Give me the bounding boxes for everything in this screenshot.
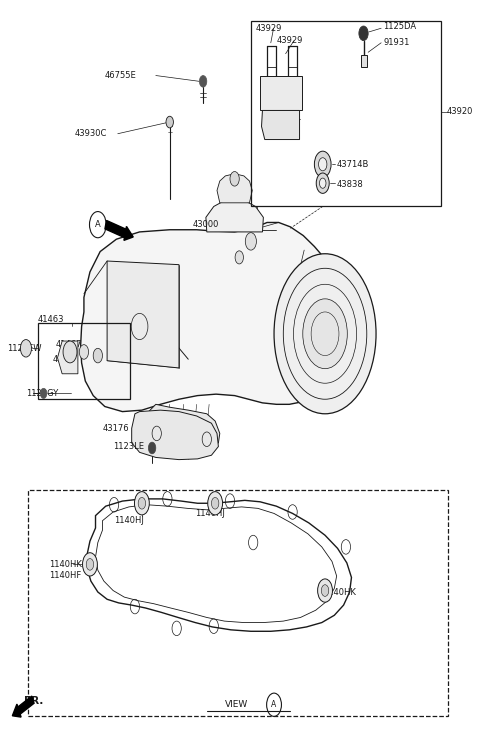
Text: 43000: 43000 — [193, 220, 219, 229]
Text: 43714B: 43714B — [336, 161, 369, 169]
Circle shape — [40, 388, 47, 399]
Bar — [28, 490, 448, 715]
Text: 1125DA: 1125DA — [383, 21, 416, 31]
FancyArrow shape — [105, 221, 133, 240]
Circle shape — [274, 254, 376, 414]
Text: 1140HJ: 1140HJ — [114, 516, 144, 526]
Circle shape — [211, 498, 219, 509]
Text: A: A — [271, 700, 276, 710]
Circle shape — [321, 585, 329, 597]
Circle shape — [320, 178, 326, 188]
Circle shape — [316, 173, 329, 194]
Text: 41467: 41467 — [56, 340, 83, 349]
Text: 43920: 43920 — [447, 108, 473, 117]
Circle shape — [318, 579, 333, 603]
Circle shape — [319, 158, 327, 171]
Polygon shape — [361, 55, 367, 67]
Circle shape — [134, 492, 149, 515]
Text: VIEW: VIEW — [225, 700, 249, 710]
FancyArrow shape — [12, 696, 34, 717]
Text: 1129EW: 1129EW — [7, 344, 42, 353]
Circle shape — [63, 341, 77, 363]
Polygon shape — [217, 174, 252, 203]
Text: 1140HJ: 1140HJ — [195, 509, 225, 518]
Circle shape — [93, 348, 102, 363]
Text: 43930C: 43930C — [75, 129, 107, 139]
Circle shape — [230, 172, 239, 186]
Circle shape — [303, 299, 348, 369]
Text: 1140HK: 1140HK — [49, 560, 82, 569]
Circle shape — [20, 339, 32, 357]
Polygon shape — [132, 410, 218, 460]
Circle shape — [245, 232, 256, 250]
Text: 43929: 43929 — [276, 36, 303, 45]
Circle shape — [138, 498, 145, 509]
Polygon shape — [260, 75, 302, 111]
Polygon shape — [262, 111, 300, 139]
Circle shape — [314, 151, 331, 177]
Text: 46755E: 46755E — [105, 71, 136, 80]
Circle shape — [166, 117, 173, 128]
Text: 1140HK: 1140HK — [323, 588, 356, 597]
Circle shape — [86, 559, 94, 570]
Polygon shape — [206, 199, 264, 232]
Bar — [251, 21, 441, 207]
Circle shape — [235, 251, 243, 264]
Text: 43929: 43929 — [255, 23, 282, 33]
Circle shape — [199, 75, 207, 87]
Text: 41463: 41463 — [37, 314, 64, 324]
Text: FR.: FR. — [24, 696, 43, 706]
Text: 1140HF: 1140HF — [49, 571, 82, 580]
Circle shape — [208, 492, 223, 515]
Circle shape — [148, 442, 156, 454]
Bar — [37, 323, 130, 399]
Text: 1123GY: 1123GY — [26, 389, 58, 398]
Circle shape — [83, 553, 97, 576]
Text: 41466: 41466 — [53, 355, 79, 364]
Text: 43838: 43838 — [336, 180, 363, 189]
Text: A: A — [95, 220, 101, 229]
Text: 1123LE: 1123LE — [113, 442, 144, 451]
Text: 43176: 43176 — [102, 424, 129, 432]
Polygon shape — [107, 261, 179, 368]
Polygon shape — [58, 341, 78, 374]
Circle shape — [79, 345, 89, 359]
Circle shape — [359, 26, 368, 40]
Text: 91931: 91931 — [383, 38, 409, 48]
Polygon shape — [81, 223, 348, 412]
Polygon shape — [145, 405, 220, 449]
